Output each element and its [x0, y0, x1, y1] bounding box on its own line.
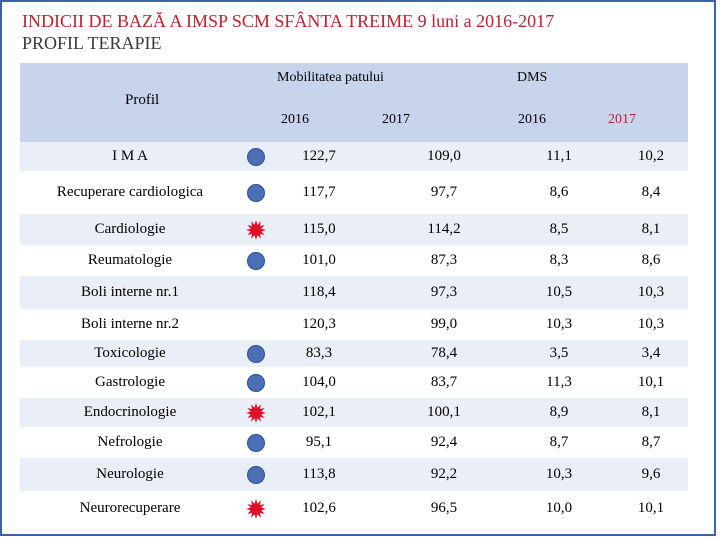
cell-dms-2016: 3,5 — [549, 345, 569, 361]
header-year-mob-2017: 2017 — [382, 112, 410, 127]
cell-dms-2016: 8,5 — [549, 221, 569, 237]
cell-mob-2016: 83,3 — [305, 345, 333, 361]
cell-dms-2017: 10,2 — [637, 148, 665, 164]
cell-mob-2017: 99,0 — [430, 316, 458, 332]
cell-profil: Boli interne nr.2 — [81, 316, 179, 332]
table-row: Reumatologie 101,0 87,3 8,3 8,6 — [20, 246, 688, 276]
cell-mob-2016: 122,7 — [302, 148, 336, 164]
cell-profil: Boli interne nr.1 — [81, 284, 179, 300]
cell-profil: Nefrologie — [97, 434, 163, 450]
header-year-dms-2016: 2016 — [518, 112, 546, 127]
cell-dms-2016: 11,3 — [546, 374, 572, 390]
cell-mob-2017: 83,7 — [430, 374, 458, 390]
cell-dms-2016: 10,5 — [545, 284, 573, 300]
cell-dms-2016: 8,3 — [549, 252, 569, 268]
blue-circle-icon — [246, 373, 266, 393]
cell-mob-2017: 92,2 — [430, 466, 458, 482]
cell-dms-2016: 8,7 — [549, 434, 569, 450]
blue-circle-icon — [246, 183, 266, 203]
header-profil: Profil — [125, 92, 160, 108]
cell-dms-2016: 10,3 — [545, 316, 573, 332]
cell-mob-2017: 114,2 — [427, 221, 461, 237]
cell-profil: Cardiologie — [94, 221, 166, 237]
cell-mob-2016: 115,0 — [302, 221, 336, 237]
cell-dms-2016: 10,3 — [545, 466, 573, 482]
cell-mob-2016: 95,1 — [305, 434, 333, 450]
header-year-dms-2017: 2017 — [608, 112, 636, 127]
header-year-mob-2016: 2016 — [281, 112, 309, 127]
cell-profil: Gastrologie — [95, 374, 165, 390]
cell-dms-2017: 10,1 — [637, 374, 665, 390]
cell-profil: Endocrinologie — [83, 404, 177, 420]
table-header-band — [20, 62, 688, 144]
table-row: Endocrinologie 102,1 100,1 8,9 8,1 — [20, 398, 688, 428]
table-row: Boli interne nr.2 120,3 99,0 10,3 10,3 — [20, 310, 688, 340]
cell-mob-2016: 102,6 — [302, 500, 336, 516]
cell-dms-2017: 10,3 — [637, 316, 665, 332]
title-line-2: PROFIL TERAPIE — [22, 33, 162, 53]
cell-profil: Recuperare cardiologica — [56, 184, 204, 200]
cell-mob-2017: 78,4 — [430, 345, 458, 361]
cell-profil: Toxicologie — [94, 345, 166, 361]
cell-dms-2017: 10,3 — [637, 284, 665, 300]
table-row: Neurologie 113,8 92,2 10,3 9,6 — [20, 458, 688, 492]
cell-dms-2017: 8,7 — [641, 434, 661, 450]
red-star-icon — [246, 402, 266, 423]
table-row: Recuperare cardiologica 117,7 97,7 8,6 8,4 — [20, 172, 688, 214]
cell-profil: I M A — [112, 148, 148, 164]
table-row: Gastrologie 104,0 83,7 11,3 10,1 — [20, 368, 688, 398]
cell-dms-2016: 8,6 — [549, 184, 569, 200]
table-row: I M A 122,7 109,0 11,1 10,2 — [20, 142, 688, 172]
blue-circle-icon — [246, 433, 266, 453]
blue-circle-icon — [246, 465, 266, 485]
red-star-icon — [246, 219, 266, 240]
header-dms: DMS — [517, 70, 548, 85]
cell-dms-2017: 8,1 — [641, 221, 661, 237]
red-star-icon — [246, 498, 266, 519]
cell-mob-2016: 102,1 — [302, 404, 336, 420]
cell-dms-2016: 10,0 — [545, 500, 573, 516]
blue-circle-icon — [246, 344, 266, 364]
cell-profil: Neurorecuperare — [79, 500, 181, 516]
cell-mob-2016: 104,0 — [302, 374, 336, 390]
table-row: Nefrologie 95,1 92,4 8,7 8,7 — [20, 428, 688, 458]
cell-mob-2017: 109,0 — [427, 148, 461, 164]
cell-mob-2016: 120,3 — [302, 316, 336, 332]
cell-dms-2016: 8,9 — [549, 404, 569, 420]
cell-dms-2017: 10,1 — [637, 500, 665, 516]
cell-dms-2017: 3,4 — [641, 345, 661, 361]
table-row: Boli interne nr.1 118,4 97,3 10,5 10,3 — [20, 276, 688, 310]
slide-title: INDICII DE BAZĂ A IMSP SCM SFÂNTA TREIME… — [22, 10, 712, 54]
cell-mob-2016: 118,4 — [302, 284, 336, 300]
cell-profil: Reumatologie — [87, 252, 173, 268]
cell-mob-2017: 92,4 — [430, 434, 458, 450]
cell-dms-2016: 11,1 — [546, 148, 572, 164]
title-line-1: INDICII DE BAZĂ A IMSP SCM SFÂNTA TREIME… — [22, 11, 555, 31]
header-mobilitatea-patului: Mobilitatea patului — [277, 70, 384, 85]
cell-mob-2016: 117,7 — [302, 184, 336, 200]
table-row: Cardiologie 115,0 114,2 8,5 8,1 — [20, 214, 688, 246]
cell-profil: Neurologie — [96, 466, 164, 482]
cell-mob-2017: 100,1 — [427, 404, 461, 420]
cell-mob-2016: 113,8 — [302, 466, 336, 482]
cell-mob-2017: 97,7 — [430, 184, 458, 200]
cell-mob-2017: 97,3 — [430, 284, 458, 300]
table-row: Toxicologie 83,3 78,4 3,5 3,4 — [20, 340, 688, 368]
cell-mob-2016: 101,0 — [302, 252, 336, 268]
table-row: Neurorecuperare 102,6 96,5 10,0 10,1 — [20, 492, 688, 526]
cell-dms-2017: 8,4 — [641, 184, 661, 200]
blue-circle-icon — [246, 147, 266, 167]
cell-mob-2017: 96,5 — [430, 500, 458, 516]
cell-dms-2017: 8,6 — [641, 252, 661, 268]
blue-circle-icon — [246, 251, 266, 271]
cell-dms-2017: 8,1 — [641, 404, 661, 420]
cell-dms-2017: 9,6 — [641, 466, 661, 482]
cell-mob-2017: 87,3 — [430, 252, 458, 268]
